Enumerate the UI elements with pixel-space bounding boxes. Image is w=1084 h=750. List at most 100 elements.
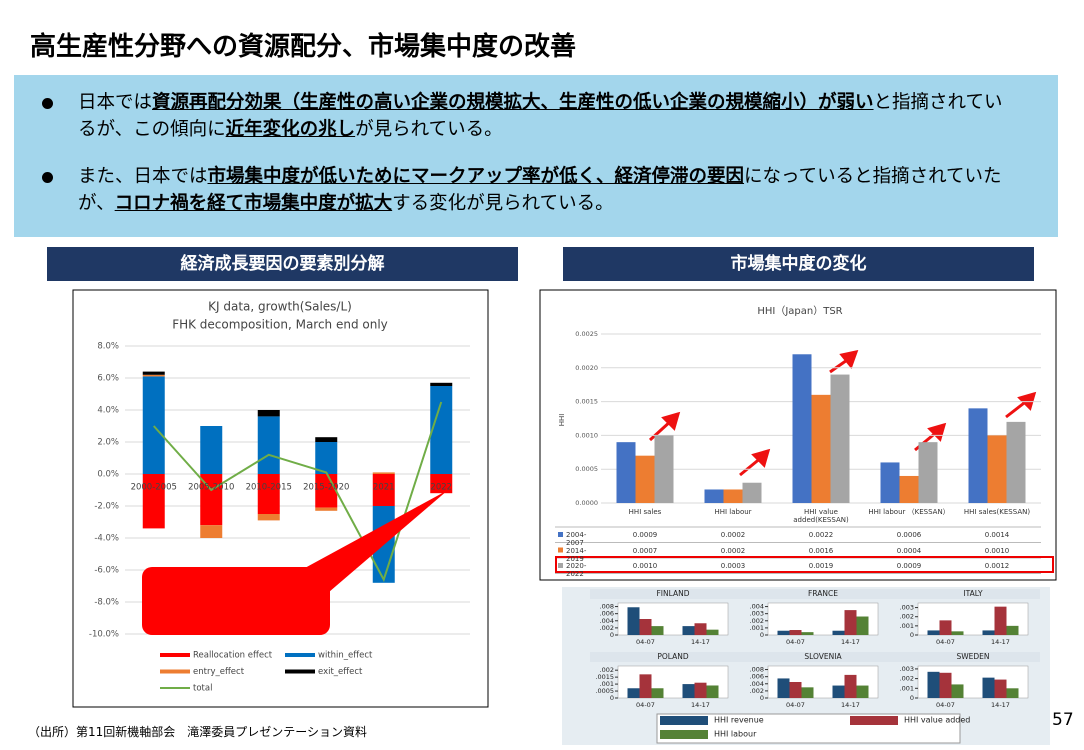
y-tick-label: .001 (750, 624, 764, 632)
x-tick-label: 2022 (430, 483, 452, 493)
y-tick-label: .004 (750, 680, 764, 688)
table-cell: 0.0004 (896, 546, 922, 555)
bar (801, 632, 814, 635)
bar (982, 677, 995, 698)
table-cell: 0.0007 (632, 546, 658, 555)
y-tick-label: .003 (900, 665, 914, 673)
y-tick-label: 0.0020 (575, 364, 598, 372)
table-cell: 0.0002 (720, 531, 746, 539)
bar (706, 685, 719, 698)
y-tick-label: 0 (610, 694, 614, 702)
total-line (153, 401, 443, 583)
y-tick-label: 0.0% (97, 470, 119, 480)
y-tick-label: 0.0010 (575, 431, 598, 439)
table-cell: 0.0016 (808, 546, 834, 555)
x-tick-label: 14-17 (841, 701, 860, 709)
bar-segment (257, 474, 280, 514)
panel-title: FINLAND (656, 589, 689, 598)
bar (742, 482, 762, 503)
y-tick-label: .002 (750, 617, 764, 625)
y-tick-label: 0 (760, 631, 764, 639)
bullet-list: 日本では資源再配分効果（生産性の高い企業の規模拡大、生産性の低い企業の規模縮小）… (14, 75, 1058, 217)
bar (832, 685, 845, 698)
table-cell: 0.0010 (632, 562, 658, 570)
panel-title: SLOVENIA (804, 652, 842, 661)
bar-segment (315, 442, 338, 474)
bar-segment (430, 474, 453, 494)
y-tick-label: 0.0005 (575, 465, 598, 473)
bar (844, 610, 857, 635)
bar (987, 435, 1007, 503)
x-tick-label: 2010-2015 (246, 483, 292, 493)
y-tick-label: -6.0% (94, 566, 119, 576)
legend-label: HHI value added (904, 716, 970, 725)
x-tick-label: 04-07 (936, 638, 955, 646)
y-tick-label: 0 (910, 694, 914, 702)
legend-swatch (660, 716, 708, 725)
legend-label: 2020-2022 (566, 562, 587, 578)
y-tick-label: .002 (900, 613, 914, 621)
callout-box (142, 567, 330, 635)
y-tick-label: .0005 (595, 687, 614, 695)
panel-title: ITALY (963, 589, 983, 598)
x-tick-label: 14-17 (991, 638, 1010, 646)
legend-swatch (558, 532, 563, 537)
panel-title-strip (590, 589, 740, 599)
table-cell: 0.0012 (984, 562, 1010, 570)
emphasis: 資源再配分効果（生産性の高い企業の規模拡大、生産性の低い企業の規模縮小）が弱い (152, 92, 874, 113)
emphasis: 市場集中度が低いためにマークアップ率が低く、経済停滞の要因 (207, 166, 745, 187)
bar (801, 687, 814, 698)
bar (994, 679, 1007, 698)
panel-title-strip (890, 589, 1040, 599)
bar (856, 685, 869, 698)
y-tick-label: .006 (750, 673, 764, 681)
bar (651, 688, 664, 698)
x-tick-label: 14-17 (691, 638, 710, 646)
y-tick-label: .002 (600, 666, 614, 674)
bar (654, 435, 674, 503)
table-cell: 0.0009 (632, 531, 658, 539)
table-cell: 0.0006 (896, 531, 922, 539)
legend-label: total (193, 684, 212, 694)
x-tick-label: 04-07 (786, 638, 805, 646)
y-tick-label: 0.0015 (575, 398, 598, 406)
bar (789, 630, 802, 635)
callout-pointer (292, 490, 448, 598)
source: （出所）第11回新機軸部会 滝澤委員プレゼンテーション資料 (28, 725, 368, 739)
table-cell: 0.0009 (896, 562, 922, 570)
y-tick-label: 8.0% (97, 342, 119, 352)
html-layer: Reallocation improved in 2022 HHI sales HH… (0, 0, 1030, 578)
table-cell: 0.0002 (720, 546, 746, 555)
bar (682, 626, 695, 635)
y-tick-label: 4.0% (97, 406, 119, 416)
y-tick-label: .006 (600, 610, 614, 618)
bar-segment (142, 376, 165, 474)
y-tick-label: .008 (600, 603, 614, 611)
bullet-text: になっていると指摘されていたが、 (78, 166, 1002, 214)
bar (918, 442, 938, 503)
bar-segment (430, 386, 453, 474)
bar (777, 630, 790, 635)
panel-title: SWEDEN (956, 652, 989, 661)
x-tick-label: 2000-2005 (131, 483, 177, 493)
y-tick-label: .001 (900, 622, 914, 630)
x-tick-label: 2015-2020 (303, 483, 349, 493)
panel-title: FRANCE (808, 589, 838, 598)
y-tick-label: .001 (600, 680, 614, 688)
bar (830, 374, 850, 503)
bullet-text: また、日本では (78, 166, 208, 187)
y-tick-label: 0.0000 (575, 499, 598, 507)
bullet-text: と指摘されているが、この傾向に (78, 92, 1003, 140)
y-tick-label: -8.0% (94, 598, 119, 608)
y-tick-label: .002 (600, 624, 614, 632)
legend-swatch (285, 653, 315, 657)
bar (694, 682, 707, 698)
legend-swatch (558, 547, 563, 553)
bar (899, 475, 919, 503)
summary-box: 日本では資源再配分効果（生産性の高い企業の規模拡大、生産性の低い企業の規模縮小）… (14, 75, 1058, 237)
chart-title: HHI（Japan）TSR (757, 305, 842, 317)
bar (723, 489, 743, 503)
table-header: HHI value added(KESSAN) (793, 508, 849, 524)
y-tick-label: .001 (900, 684, 914, 692)
bar (704, 489, 724, 503)
